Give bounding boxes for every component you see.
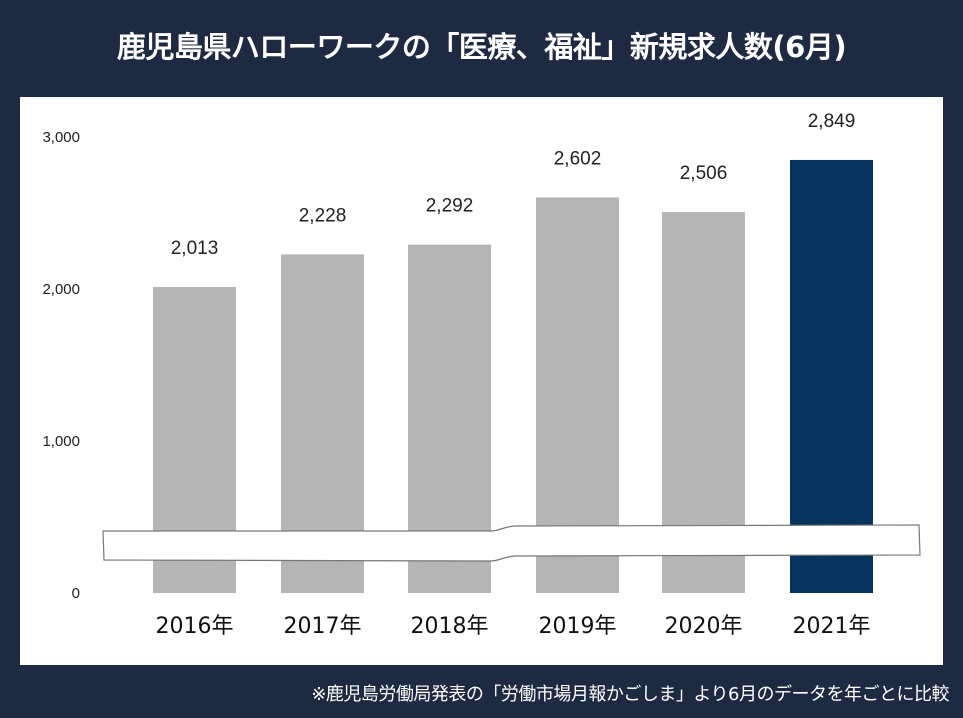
bar-chart: 0 1,000 2,000 3,000 2,013 2016年 2,228 2017年 2,29… bbox=[42, 111, 921, 639]
x-tick-label: 2016年 bbox=[156, 614, 234, 639]
chart-panel: 0 1,000 2,000 3,000 2,013 2016年 2,228 2017年 2,29… bbox=[20, 97, 943, 665]
data-label: 2,602 bbox=[554, 148, 602, 169]
axis-break-band bbox=[102, 524, 921, 562]
bar-2021年 bbox=[790, 159, 873, 593]
chart-title: 鹿児島県ハローワークの「医療、福祉」新規求人数(6月) bbox=[116, 30, 847, 64]
data-label: 2,292 bbox=[426, 196, 474, 217]
data-label: 2,849 bbox=[808, 111, 856, 132]
x-tick-label: 2021年 bbox=[793, 614, 871, 639]
x-tick-label: 2020年 bbox=[665, 614, 743, 639]
x-tick-label: 2018年 bbox=[411, 614, 489, 639]
x-tick-label: 2019年 bbox=[539, 614, 617, 639]
y-tick-label: 0 bbox=[72, 585, 80, 602]
y-tick-label: 2,000 bbox=[42, 281, 80, 298]
footnote: ※鹿児島労働局発表の「労働市場月報かごしま」より6月のデータを年ごとに比較 bbox=[311, 684, 949, 705]
y-tick-label: 1,000 bbox=[42, 433, 80, 450]
y-tick-label: 3,000 bbox=[42, 129, 80, 146]
data-label: 2,228 bbox=[299, 205, 347, 226]
x-tick-label: 2017年 bbox=[284, 614, 362, 639]
data-label: 2,013 bbox=[171, 238, 219, 259]
data-label: 2,506 bbox=[680, 163, 728, 184]
